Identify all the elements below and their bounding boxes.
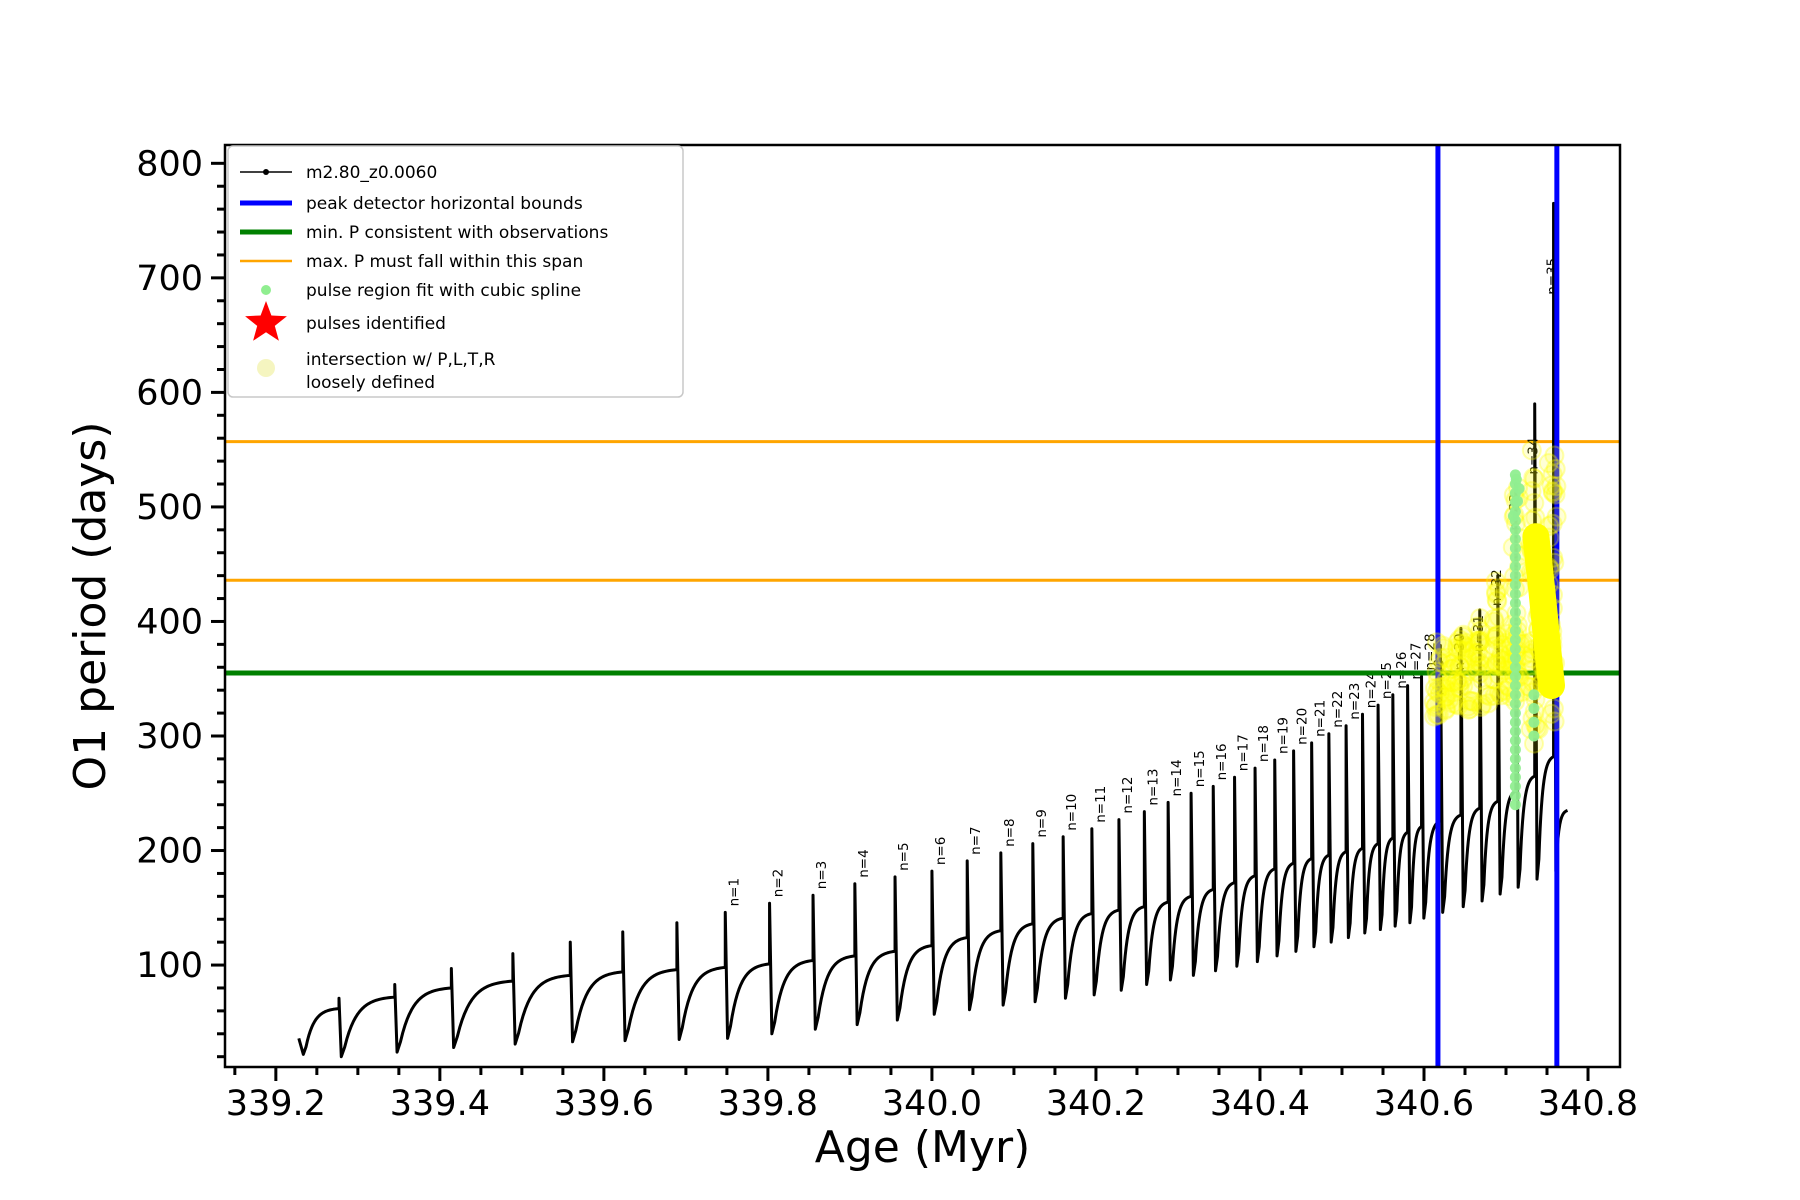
y-tick-label: 800 [136,144,203,184]
pulse-label-n-19: n=19 [1276,717,1292,754]
x-tick-label: 339.4 [390,1084,490,1124]
pulse-label-n-18: n=18 [1256,725,1272,762]
yellow-blob [1522,523,1565,700]
pulse-label-n-12: n=12 [1120,777,1136,814]
pulse-label-n-25: n=25 [1379,662,1395,699]
pulse-label-n-24: n=24 [1363,671,1379,708]
pulse-label-n-16: n=16 [1214,743,1230,780]
pulse-label-n-34: n=34 [1526,438,1542,475]
legend-label-line2: loosely defined [306,373,435,393]
legend-box [227,145,684,398]
pulse-label-n-6: n=6 [933,837,949,865]
x-tick-label: 339.8 [718,1084,818,1124]
pulse-label-n-27: n=27 [1409,643,1425,680]
legend-label: m2.80_z0.0060 [306,163,437,183]
pulse-label-n-10: n=10 [1064,794,1080,831]
x-tick-label: 339.6 [554,1084,654,1124]
y-tick-label: 700 [136,259,203,299]
max-p-span-lines [225,440,1620,582]
x-tick-label: 340.6 [1374,1084,1474,1124]
legend-entry-0: m2.80_z0.0060 [240,163,437,183]
pulse-label-n-21: n=21 [1313,700,1329,737]
x-tick-label: 340.2 [1046,1084,1146,1124]
legend-label-line1: intersection w/ P,L,T,R [306,350,496,370]
legend-entry-6: intersection w/ P,L,T,R loosely defined [257,350,496,393]
legend-entry-3: max. P must fall within this span [240,252,583,272]
x-axis: 339.2 339.4 339.6 339.8 340.0 340.2 340.4 340.6… [226,1067,1638,1124]
pulse-label-n-11: n=11 [1093,786,1109,823]
pulse-label-n-26: n=26 [1394,652,1410,689]
legend-entry-2: min. P consistent with observations [240,223,608,243]
x-tick-label: 340.8 [1538,1084,1638,1124]
pulse-label-n-2: n=2 [771,869,787,897]
legend-label: min. P consistent with observations [306,223,608,243]
pulse-label-n-3: n=3 [814,861,830,889]
pulse-label-n-22: n=22 [1330,691,1346,728]
pulse-label-n-14: n=14 [1169,759,1185,796]
legend-star-icon [245,301,287,341]
y-axis-label: O1 period (days) [65,422,116,791]
y-tick-label: 400 [136,602,203,642]
x-axis-label: Age (Myr) [815,1122,1031,1173]
curve-m280-z00060 [297,201,1569,1059]
y-tick-label: 100 [136,946,203,986]
pulse-label-n-5: n=5 [896,842,912,870]
pulse-label-n-9: n=9 [1034,809,1050,837]
series-curve [297,201,1569,1059]
legend-entry-4: pulse region fit with cubic spline [261,281,581,301]
legend-label: pulses identified [306,314,446,334]
legend-dot-swatch [261,285,271,295]
y-tick-label: 600 [136,373,203,413]
x-tick-label: 340.0 [882,1084,982,1124]
pulse-label-n-4: n=4 [856,849,872,877]
green-spline-dots [1507,469,1540,811]
pulse-label-n-15: n=15 [1192,750,1208,787]
y-axis: 100 200 300 400 500 600 700 800 [136,144,225,1059]
pulse-label-n-32: n=32 [1489,569,1505,606]
axes-frame [223,143,1622,1069]
y-tick-label: 200 [136,832,203,872]
x-tick-label: 340.4 [1210,1084,1310,1124]
pulse-label-n-28: n=28 [1423,633,1439,670]
y-tick-label: 300 [136,717,203,757]
pulse-label-n-30: n=30 [1452,633,1468,670]
pulse-label-n-13: n=13 [1145,769,1161,806]
pulse-label-n-23: n=23 [1347,683,1363,720]
pulse-label-n-17: n=17 [1236,734,1252,771]
pulse-label-n-20: n=20 [1295,708,1311,745]
pulse-label-n-31: n=31 [1471,615,1487,652]
y-tick-label: 500 [136,488,203,528]
legend-entry-1: peak detector horizontal bounds [240,194,583,214]
plot-spines [223,143,1622,1069]
legend-label: peak detector horizontal bounds [306,194,583,214]
legend-entry-5: pulses identified [245,301,446,341]
pulse-label-n-8: n=8 [1002,818,1018,846]
pulse-label-n-1: n=1 [726,878,742,906]
legend-dot-marker [263,169,269,175]
legend-label: max. P must fall within this span [306,252,583,272]
x-tick-label: 339.2 [226,1084,326,1124]
pulse-label-n-7: n=7 [968,826,984,854]
legend-bigdot-swatch [257,359,275,377]
legend-label: pulse region fit with cubic spline [306,281,581,301]
